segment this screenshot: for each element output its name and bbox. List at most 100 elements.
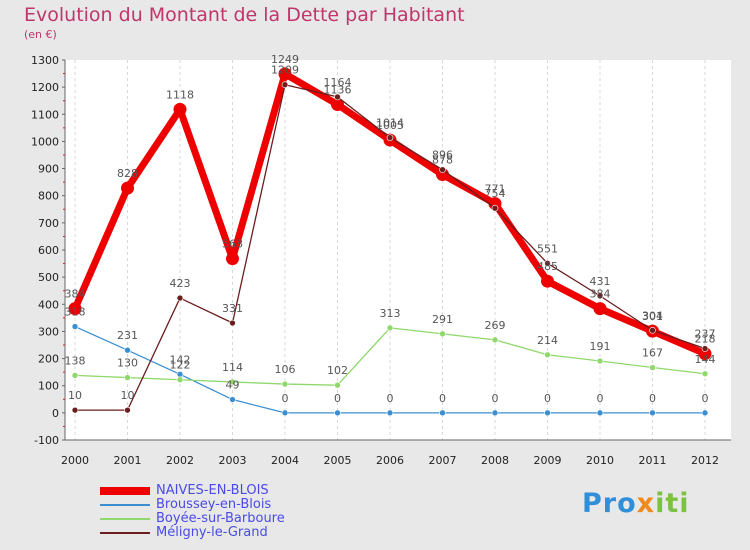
data-labels: 384 828 1118 568 1249 1136 1005 878 771 485 384 301… <box>65 53 716 405</box>
data-point <box>68 302 82 316</box>
data-label: 191 <box>590 340 611 353</box>
data-point <box>281 81 289 88</box>
data-label: 431 <box>590 275 611 288</box>
data-label: 231 <box>117 329 138 342</box>
data-label: 130 <box>117 357 138 370</box>
y-tick-label: 400 <box>38 298 59 311</box>
data-point <box>281 409 289 417</box>
data-point <box>488 197 502 211</box>
data-label: 106 <box>275 363 296 376</box>
data-label: 1249 <box>271 53 299 66</box>
data-point <box>121 181 134 195</box>
legend-swatch-naives <box>100 487 150 495</box>
data-label: 167 <box>642 347 663 360</box>
data-point <box>701 409 709 417</box>
data-label: 0 <box>334 392 341 405</box>
legend-label-boyee: Boyée-sur-Barboure <box>156 511 285 526</box>
x-tick-label: 2011 <box>639 454 667 467</box>
legend-item: Broussey-en-Blois <box>100 497 360 512</box>
legend-item: NAIVES-EN-BLOIS <box>100 483 360 498</box>
y-tick-label: -100 <box>34 434 59 447</box>
data-point <box>229 396 236 403</box>
data-point <box>71 372 79 379</box>
y-tick-label: 1100 <box>31 108 59 121</box>
y-tick-label: 600 <box>38 244 59 257</box>
legend-item: Boyée-sur-Barboure <box>100 511 360 526</box>
y-tick-label: 800 <box>38 190 59 203</box>
legend-label-naives: NAIVES-EN-BLOIS <box>156 483 269 498</box>
data-point <box>439 330 446 338</box>
data-point <box>334 409 341 417</box>
legend-label-broussey: Broussey-en-Blois <box>156 497 272 512</box>
data-label: 485 <box>537 260 558 273</box>
data-label: 1005 <box>376 119 404 132</box>
data-point <box>596 357 604 365</box>
y-tick-label: 500 <box>38 271 59 284</box>
data-point <box>649 409 656 417</box>
y-tick-label: 100 <box>38 380 59 393</box>
data-label: 1014 <box>376 117 404 130</box>
legend-swatch-meligny <box>100 532 150 534</box>
data-label: 423 <box>170 277 191 290</box>
data-label: 878 <box>432 154 453 167</box>
data-label: 568 <box>222 238 243 251</box>
data-point <box>698 347 712 361</box>
data-label: 0 <box>387 392 394 405</box>
data-point <box>544 259 551 267</box>
data-label: 1136 <box>324 84 352 97</box>
x-tick-label: 2002 <box>166 454 194 467</box>
data-point <box>229 378 236 386</box>
data-label: 304 <box>642 309 663 322</box>
x-tick-label: 2004 <box>271 454 299 467</box>
data-point <box>226 252 239 266</box>
x-tick-label: 2003 <box>219 454 247 467</box>
legend-item: Méligny-le-Grand <box>100 525 360 540</box>
data-point <box>593 302 607 316</box>
data-label: 1118 <box>166 88 194 101</box>
data-label: 237 <box>695 328 716 341</box>
data-point <box>71 406 79 414</box>
y-tick-label: 1000 <box>31 135 59 148</box>
chart-subtitle: (en €) <box>24 28 57 41</box>
data-label: 269 <box>485 319 506 332</box>
data-point <box>649 327 656 334</box>
data-point <box>541 274 554 288</box>
data-label: 551 <box>537 242 558 255</box>
x-tick-label: 2009 <box>534 454 562 467</box>
chart-title: Evolution du Montant de la Dette par Hab… <box>24 4 465 26</box>
data-point <box>176 376 184 384</box>
data-point <box>439 409 446 417</box>
data-point <box>71 323 79 330</box>
data-point <box>701 345 709 352</box>
data-point <box>386 324 394 332</box>
x-tick-label: 2006 <box>376 454 404 467</box>
data-point <box>491 409 499 417</box>
data-label: 313 <box>380 307 401 320</box>
data-point <box>544 351 551 359</box>
data-point <box>334 93 341 101</box>
y-tick-label: 200 <box>38 353 59 366</box>
data-label: 754 <box>485 187 506 200</box>
data-point <box>544 409 551 417</box>
data-point <box>701 370 709 378</box>
data-label: 10 <box>121 389 135 402</box>
legend-swatch-broussey <box>100 504 150 506</box>
data-label: 331 <box>222 302 243 315</box>
data-label: 1164 <box>324 76 352 89</box>
y-tick-labels: -100 0 100 200 300 400 500 600 700 800 900 1000 1100… <box>31 54 65 447</box>
data-label: 138 <box>65 354 86 367</box>
data-label: 771 <box>485 183 506 196</box>
x-tick-labels: 2000 2001 2002 2003 2004 2005 2006 2007 2008 2009… <box>61 454 719 467</box>
x-tick-label: 2007 <box>429 454 457 467</box>
data-label: 214 <box>537 334 558 347</box>
x-tick-label: 2008 <box>481 454 509 467</box>
data-point <box>124 346 131 354</box>
data-label: 10 <box>68 389 82 402</box>
data-point <box>173 102 187 116</box>
data-point <box>124 374 131 381</box>
data-label: 144 <box>695 353 716 366</box>
x-tick-label: 2012 <box>691 454 719 467</box>
x-tick-label: 2010 <box>586 454 614 467</box>
proxiti-logo: Proxiti <box>582 488 690 519</box>
data-label: 0 <box>439 392 446 405</box>
